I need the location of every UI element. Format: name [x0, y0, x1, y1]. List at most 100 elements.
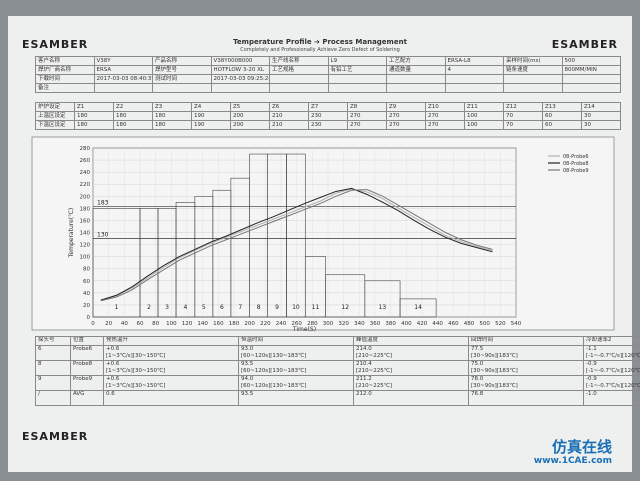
cell-line: [-1~-0.7℃/s][120℃]	[586, 368, 640, 374]
cell: Z4	[191, 102, 231, 112]
cell: 60	[542, 120, 582, 130]
x-tick-label: 100	[166, 321, 177, 327]
cell: +0.6 [1~3℃/s][30~150℃]	[103, 360, 239, 376]
cell-line: 93.5	[241, 361, 254, 368]
cell-line: 76.8	[471, 391, 484, 398]
cell: 焊炉厂商名称	[35, 65, 95, 75]
cell: 预热温升	[103, 336, 239, 346]
logo: ESAMBER	[22, 38, 89, 51]
cell-line: [30~90s][183℃]	[471, 368, 518, 374]
cell-line: +0.6	[106, 346, 120, 353]
cell-line: 77.5	[471, 346, 484, 353]
row: 客户名称 V38Y 产品名称 V38Y000B000 生产线名称 L9 工艺配方 ERSA-L…	[35, 56, 621, 66]
page: ESAMBER ESAMBER Temperature Profile ➔ Pr…	[8, 16, 640, 472]
cell: 180	[152, 111, 192, 121]
cell-line: 0.6	[106, 391, 115, 398]
x-tick-label: 40	[121, 321, 128, 327]
cell: 冷却速率2	[583, 336, 640, 346]
x-tick-label: 60	[137, 321, 144, 327]
watermark: 仿真在线	[551, 438, 612, 456]
zone-label: 6	[220, 304, 224, 311]
zone-label: 10	[292, 304, 300, 311]
cell: 210	[269, 111, 309, 121]
cell: 200	[230, 120, 270, 130]
y-tick-label: 0	[87, 315, 91, 321]
cell: 9	[35, 375, 71, 391]
cell-line: -0.9	[586, 361, 597, 368]
zone-box	[286, 153, 306, 318]
cell: -0.9 [-1~-0.7℃/s][120℃]	[583, 360, 640, 376]
cell-line: 210.4	[356, 361, 372, 368]
cell-line: [1~3℃/s][30~150℃]	[106, 353, 166, 359]
series-line	[100, 187, 493, 301]
cell	[561, 74, 621, 84]
cell	[444, 83, 504, 93]
cell: 采样时间(ms)	[503, 56, 563, 66]
cell: HOTFLOW 3-20 XL	[210, 65, 270, 75]
cell: Z10	[425, 102, 465, 112]
cell-line: 94.0	[241, 376, 254, 383]
row: 9 Probe9 +0.6 [1~3℃/s][30~150℃] 94.0 [60~120s…	[35, 375, 640, 391]
cell: 200	[230, 111, 270, 121]
y-tick-label: 240	[80, 170, 91, 176]
cell	[327, 74, 387, 84]
cell: Z11	[464, 102, 504, 112]
cell: 下温区设定	[35, 120, 75, 130]
logo: ESAMBER	[551, 38, 618, 51]
cell: 位置	[70, 336, 104, 346]
cell: 恒温时间	[238, 336, 354, 346]
subtitle: Completely and Professionally Achieve Ze…	[240, 47, 400, 53]
cell	[503, 83, 563, 93]
cell: 炉炉设定	[35, 102, 75, 112]
cell: 通道数量	[386, 65, 446, 75]
cell-line: [1~3℃/s][30~150℃]	[106, 368, 166, 374]
cell: 链条速度	[503, 65, 563, 75]
y-tick-label: 100	[80, 255, 91, 261]
cell	[503, 74, 563, 84]
x-tick-label: 180	[229, 321, 240, 327]
cell: 93.5	[238, 390, 354, 406]
row: 炉炉设定 Z1 Z2 Z3 Z4 Z5 Z6 Z7 Z8 Z9 Z10 Z11 Z12 Z13 Z14	[35, 102, 621, 112]
cell: 焊炉型号	[152, 65, 212, 75]
zone-label: 5	[202, 304, 206, 311]
cell: 94.0 [60~120s][130~183℃]	[238, 375, 354, 391]
x-tick-label: 240	[276, 321, 287, 327]
zone-label: 1	[115, 304, 119, 311]
row: 上温区设定 180 180 180 190 200 210 230 270 270 270 100 70…	[35, 111, 621, 121]
cell-line: 75.0	[471, 361, 484, 368]
cell: 180	[74, 120, 114, 130]
cell	[386, 83, 446, 93]
y-axis-label: Temperature(℃)	[68, 208, 75, 258]
cell-line: [1~3℃/s][30~150℃]	[106, 383, 166, 389]
legend-label: 08-Probe9	[563, 168, 589, 174]
cell: Z2	[113, 102, 153, 112]
cell: 230	[308, 120, 348, 130]
cell: +0.6 [1~3℃/s][30~150℃]	[103, 375, 239, 391]
y-tick-label: 200	[80, 194, 91, 200]
cell: 77.5 [30~90s][183℃]	[468, 345, 584, 361]
cell: /	[35, 390, 71, 406]
zone-label: 2	[147, 304, 151, 311]
x-tick-label: 340	[354, 321, 365, 327]
cell: 212.0	[353, 390, 469, 406]
cell: AVG	[70, 390, 104, 406]
cell-line: +0.6	[106, 376, 120, 383]
cell: 回焊时间	[468, 336, 584, 346]
cell: 备注	[35, 83, 95, 93]
cell-line: [210~225℃]	[356, 368, 393, 374]
x-tick-label: 260	[291, 321, 302, 327]
cell: 180	[74, 111, 114, 121]
cell	[93, 83, 153, 93]
cell: 2017-03-03 08:40:37	[93, 74, 153, 84]
zone-label: 9	[275, 304, 279, 311]
cell: ERSA	[93, 65, 153, 75]
row: 6 Probe6 +0.6 [1~3℃/s][30~150℃] 93.0 [60~120s…	[35, 345, 640, 361]
cell: 70	[503, 120, 543, 130]
results-table: 探头号 位置 预热温升 恒温时间 峰值温度 回焊时间 冷却速率2 6 Probe6 +0.6 [1~…	[35, 336, 640, 406]
y-tick-label: 280	[80, 146, 91, 152]
cell-line: 93.5	[241, 391, 254, 398]
row: 探头号 位置 预热温升 恒温时间 峰值温度 回焊时间 冷却速率2	[35, 336, 640, 346]
reference-label: 130	[97, 232, 109, 239]
x-tick-label: 200	[244, 321, 255, 327]
